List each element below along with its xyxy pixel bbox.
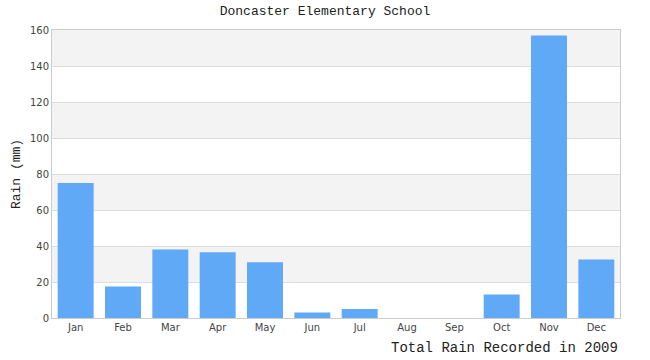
svg-text:80: 80 [36, 169, 49, 180]
svg-text:Total Rain Recorded in 2009: Total Rain Recorded in 2009 [391, 340, 618, 356]
svg-text:160: 160 [30, 25, 49, 36]
svg-text:Nov: Nov [539, 322, 559, 333]
svg-text:120: 120 [30, 97, 49, 108]
svg-text:Jul: Jul [353, 322, 366, 333]
svg-text:Mar: Mar [161, 322, 181, 333]
svg-text:Jun: Jun [304, 322, 321, 333]
svg-text:May: May [255, 322, 276, 333]
svg-text:Doncaster Elementary School: Doncaster Elementary School [220, 4, 431, 19]
svg-text:0: 0 [43, 313, 49, 324]
svg-text:Feb: Feb [114, 322, 132, 333]
svg-text:100: 100 [30, 133, 49, 144]
svg-text:140: 140 [30, 61, 49, 72]
svg-text:Sep: Sep [445, 322, 464, 333]
svg-text:Aug: Aug [397, 322, 417, 333]
svg-text:60: 60 [36, 205, 49, 216]
svg-text:Dec: Dec [587, 322, 606, 333]
svg-text:20: 20 [36, 277, 49, 288]
svg-text:Jan: Jan [67, 322, 83, 333]
svg-text:Oct: Oct [493, 322, 510, 333]
svg-text:Rain (mm): Rain (mm) [9, 139, 24, 209]
svg-text:40: 40 [36, 241, 49, 252]
svg-text:Apr: Apr [209, 322, 227, 333]
